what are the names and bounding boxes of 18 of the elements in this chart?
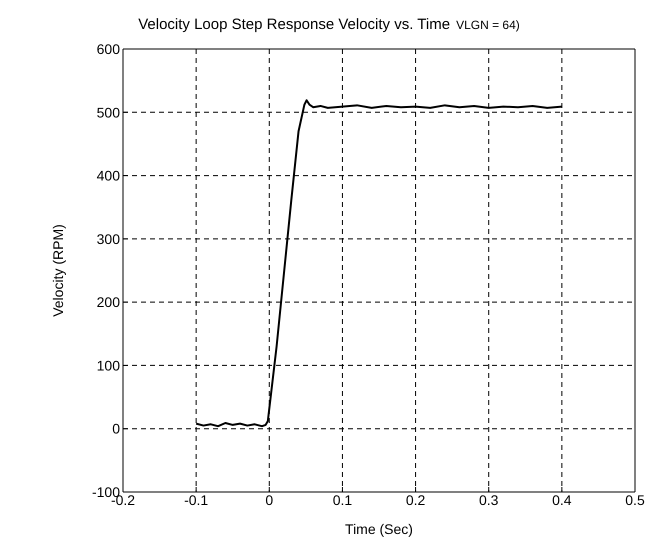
y-tick-label: 0	[112, 420, 120, 437]
x-tick-label: 0.3	[478, 492, 499, 508]
x-tick-label: 0.1	[332, 492, 352, 508]
x-tick-label: 0.4	[552, 492, 572, 508]
y-tick-label: 300	[96, 230, 120, 247]
chart-title: Velocity Loop Step Response Velocity vs. Time	[138, 16, 450, 33]
y-tick-label: 600	[96, 40, 120, 57]
y-tick-label: 200	[96, 294, 120, 310]
x-tick-label: 0	[265, 492, 274, 508]
y-tick-label: 400	[96, 168, 120, 184]
y-tick-label: 100	[96, 357, 120, 374]
y-tick-label: 500	[96, 104, 120, 120]
text: VLGN = 64)	[456, 18, 520, 32]
x-tick-label: -0.1	[184, 492, 208, 508]
x-axis-title: Time (Sec)	[345, 521, 413, 537]
x-tick-label: 0.5	[625, 492, 645, 508]
x-tick-label: 0.2	[406, 492, 426, 508]
y-axis-title: Velocity (RPM)	[50, 224, 66, 317]
